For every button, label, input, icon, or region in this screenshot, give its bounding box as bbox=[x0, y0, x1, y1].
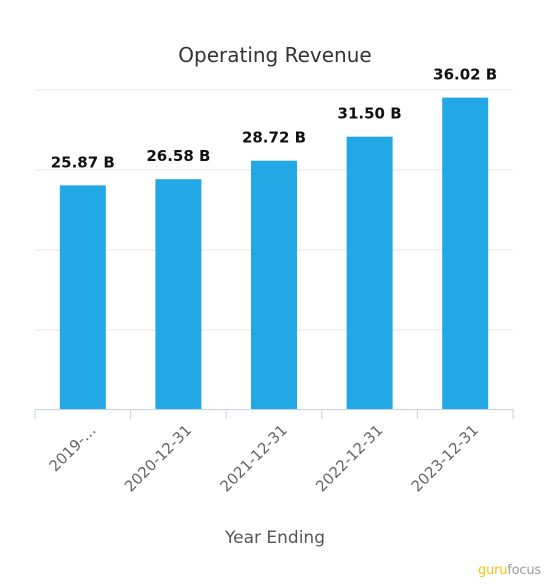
x-tick-label: 2022-12-31 bbox=[312, 421, 386, 495]
data-label: 31.50 B bbox=[338, 105, 402, 123]
x-tick-label: 2023-12-31 bbox=[408, 421, 482, 495]
x-tick-label: 2019-… bbox=[45, 421, 99, 475]
data-labels: 25.87 B 26.58 B 28.72 B 31.50 B 36.02 B bbox=[51, 66, 498, 172]
data-label: 28.72 B bbox=[242, 129, 306, 147]
data-label: 26.58 B bbox=[146, 147, 210, 165]
x-tick-labels: 2019-… 2020-12-31 2021-12-31 2022-12-31 2023… bbox=[45, 421, 482, 495]
data-label: 36.02 B bbox=[433, 66, 497, 84]
x-axis-title: Year Ending bbox=[224, 528, 325, 548]
bar bbox=[442, 97, 489, 409]
x-tick-label: 2021-12-31 bbox=[216, 421, 290, 495]
x-tick-label: 2020-12-31 bbox=[121, 421, 195, 495]
bars bbox=[59, 97, 489, 409]
bar bbox=[346, 136, 393, 409]
x-axis bbox=[34, 409, 514, 419]
data-label: 25.87 B bbox=[51, 153, 115, 171]
bar bbox=[59, 185, 106, 409]
bar bbox=[155, 179, 202, 409]
chart-title: Operating Revenue bbox=[178, 43, 371, 67]
bar bbox=[251, 160, 297, 409]
gurufocus-logo: gurufocus bbox=[478, 563, 541, 578]
